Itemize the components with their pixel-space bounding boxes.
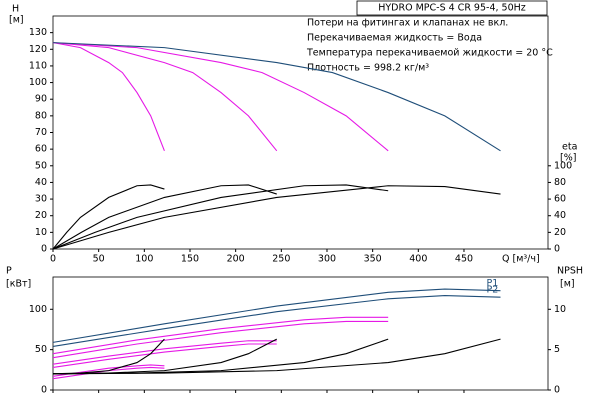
y-tick-label: 70 <box>35 127 47 138</box>
curve <box>52 320 389 359</box>
x-tick-label: 350 <box>364 254 382 265</box>
x-tick-label: 400 <box>409 254 427 265</box>
note: Плотность = 998.2 кг/м³ <box>307 63 429 74</box>
y2-axis-unit: [%] <box>560 153 576 164</box>
y2-tick-label: 5 <box>554 344 560 355</box>
chart-title: HYDRO MPC-S 4 CR 95-4, 50Hz <box>378 3 526 14</box>
note: Температура перекачиваемой жидкости = 20… <box>306 48 553 59</box>
curve <box>52 343 277 368</box>
x-tick-label: 450 <box>455 254 473 265</box>
curve <box>52 340 277 365</box>
x-tick-label: 300 <box>318 254 336 265</box>
y-axis-label: P <box>6 266 12 277</box>
curve <box>52 184 165 250</box>
y-tick-label: 0 <box>41 244 47 255</box>
y-tick-label: 0 <box>41 385 47 396</box>
x-tick-label: 100 <box>135 254 153 265</box>
y2-tick-label: 60 <box>554 194 566 205</box>
legend-label: P2 <box>487 285 499 296</box>
y-axis-label: H <box>12 4 19 15</box>
x-tick-label: 250 <box>272 254 290 265</box>
title-box <box>356 0 548 16</box>
curve <box>52 184 277 250</box>
y-tick-label: 10 <box>35 227 47 238</box>
y2-axis-label: NPSH <box>557 266 583 277</box>
y-tick-label: 120 <box>29 44 47 55</box>
note: Перекачиваемая жидкость = Вода <box>307 33 482 44</box>
x-tick-label: 200 <box>227 254 245 265</box>
curve <box>52 338 501 375</box>
y-tick-label: 80 <box>35 110 47 121</box>
curve <box>52 316 389 355</box>
y-tick-label: 100 <box>29 77 47 88</box>
y-tick-label: 130 <box>29 27 47 38</box>
y2-tick-label: 100 <box>554 160 572 171</box>
y-axis-unit: [кВт] <box>6 279 31 290</box>
y-axis-unit: [м] <box>9 15 24 26</box>
x-axis-label: Q [м³/ч] <box>502 254 540 265</box>
x-tick-label: 0 <box>50 254 56 265</box>
y2-tick-label: 0 <box>554 385 560 396</box>
x-tick-label: 50 <box>93 254 105 265</box>
legend-label: P1 <box>487 278 499 289</box>
curve <box>52 295 501 347</box>
x-tick-label: 150 <box>181 254 199 265</box>
curve <box>52 366 165 380</box>
plot-frame <box>52 276 549 391</box>
curve <box>52 42 501 152</box>
curve <box>52 42 278 152</box>
y-tick-label: 110 <box>29 60 47 71</box>
y2-tick-label: 80 <box>554 177 566 188</box>
curve <box>52 184 389 250</box>
curve <box>52 42 165 152</box>
y-tick-label: 100 <box>29 304 47 315</box>
y-tick-label: 50 <box>35 160 47 171</box>
y2-axis-label: eta <box>562 142 577 153</box>
y2-tick-label: 10 <box>554 304 566 315</box>
y2-tick-label: 20 <box>554 227 566 238</box>
curve <box>52 42 389 152</box>
y-tick-label: 20 <box>35 210 47 221</box>
y-tick-label: 60 <box>35 144 47 155</box>
y2-axis-unit: [м] <box>560 279 575 290</box>
y2-tick-label: 40 <box>554 210 566 221</box>
y-tick-label: 40 <box>35 177 47 188</box>
y2-tick-label: 0 <box>554 244 560 255</box>
curve <box>52 288 501 343</box>
y-tick-label: 90 <box>35 94 47 105</box>
y-tick-label: 50 <box>35 344 47 355</box>
note: Потери на фитингах и клапанах не вкл. <box>307 18 508 29</box>
curve <box>52 185 501 250</box>
y-tick-label: 30 <box>35 194 47 205</box>
